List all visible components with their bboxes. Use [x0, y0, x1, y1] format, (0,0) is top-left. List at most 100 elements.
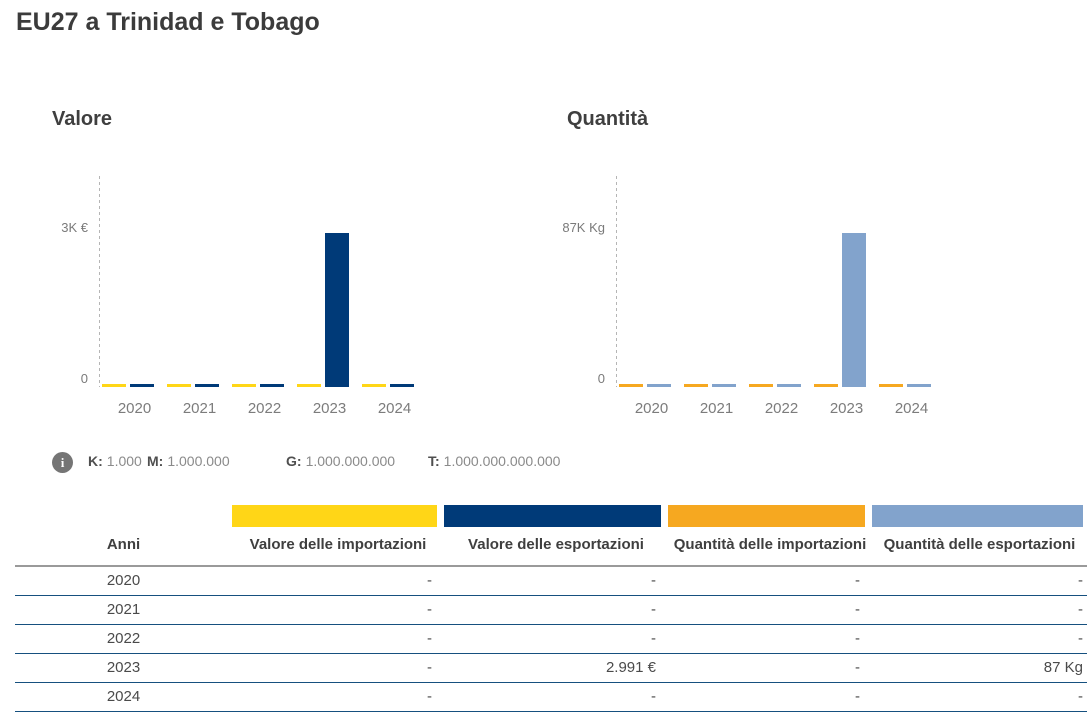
bar-2020[interactable]	[130, 384, 154, 387]
scale-legend: i K: 1.000 M: 1.000.000 G: 1.000.000.000 T:…	[0, 450, 1087, 476]
bar-2021[interactable]	[167, 384, 191, 387]
bar-2021[interactable]	[195, 384, 219, 387]
bar-group-2020	[102, 176, 167, 387]
bars-area	[619, 176, 944, 387]
x-axis-tick-label: 2021	[699, 400, 734, 417]
value-cell: -	[232, 682, 444, 712]
bar-2024[interactable]	[362, 384, 386, 387]
value-cell: -	[232, 595, 444, 625]
color-bar-cell	[444, 505, 668, 527]
bar-group-2022	[749, 176, 814, 387]
chart-title: Valore	[52, 108, 113, 130]
bar-2021[interactable]	[684, 384, 708, 387]
bar-2022[interactable]	[777, 384, 801, 387]
y-axis-zero-label: 0	[597, 371, 605, 386]
bar-2023[interactable]	[325, 233, 349, 387]
year-cell: 2021	[15, 595, 232, 625]
bar-2023[interactable]	[814, 384, 838, 387]
value-cell: -	[232, 624, 444, 654]
bar-2024[interactable]	[907, 384, 931, 387]
legend-item-m: M: 1.000.000	[147, 453, 230, 469]
data-table: Anni Valore delle importazioni Valore de…	[15, 505, 1087, 712]
year-cell: 2020	[15, 566, 232, 596]
value-cell: -	[444, 682, 668, 712]
legend-label: M:	[147, 453, 164, 469]
bar-group-2024	[362, 176, 427, 387]
x-axis-tick-label: 2022	[247, 400, 282, 417]
year-cell: 2024	[15, 682, 232, 712]
table-row-2024: 2024- - - -	[15, 682, 1087, 712]
year-cell: 2023	[15, 653, 232, 683]
quantity-chart: Quantità 87K Kg 0 2020 2021 2022 2023 2024	[517, 100, 1087, 435]
value-cell: -	[668, 682, 872, 712]
exports-value-color-bar	[444, 505, 661, 527]
table-body: 2020- - - -2021- - - -2022- - - -2023-2.991 € -87 …	[15, 566, 1087, 712]
bar-2022[interactable]	[260, 384, 284, 387]
bar-2022[interactable]	[232, 384, 256, 387]
bar-2020[interactable]	[619, 384, 643, 387]
table-row-2022: 2022- - - -	[15, 624, 1087, 654]
column-header-imports-value: Valore delle importazioni	[232, 527, 444, 567]
bar-2022[interactable]	[749, 384, 773, 387]
bar-group-2024	[879, 176, 944, 387]
bar-2024[interactable]	[879, 384, 903, 387]
x-axis-labels: 2020 2021 2022 2023 2024	[102, 400, 427, 417]
color-bar-cell	[872, 505, 1087, 527]
value-cell: -	[444, 595, 668, 625]
bar-group-2023	[297, 176, 362, 387]
exports-quantity-color-bar	[872, 505, 1083, 527]
x-axis-tick-label: 2024	[894, 400, 929, 417]
bar-group-2022	[232, 176, 297, 387]
bar-2020[interactable]	[102, 384, 126, 387]
x-axis-labels: 2020 2021 2022 2023 2024	[619, 400, 944, 417]
bar-2023[interactable]	[297, 384, 321, 387]
info-icon[interactable]: i	[52, 452, 73, 473]
imports-value-color-bar	[232, 505, 437, 527]
legend-item-g: G: 1.000.000.000	[286, 453, 395, 469]
y-axis-dashed-line	[616, 176, 617, 387]
x-axis-tick-label: 2024	[377, 400, 412, 417]
column-header-exports-value: Valore delle esportazioni	[444, 527, 668, 567]
bar-2021[interactable]	[712, 384, 736, 387]
bar-2020[interactable]	[647, 384, 671, 387]
table-row-2021: 2021- - - -	[15, 595, 1087, 625]
legend-item-k: K: 1.000	[88, 453, 142, 469]
column-header-imports-quantity: Quantità delle importazioni	[668, 527, 872, 567]
bar-group-2021	[684, 176, 749, 387]
bar-group-2021	[167, 176, 232, 387]
value-cell: -	[232, 653, 444, 683]
bars-area	[102, 176, 427, 387]
value-cell: 2.991 €	[444, 653, 668, 683]
value-cell: -	[872, 682, 1087, 712]
table-row-2020: 2020- - - -	[15, 566, 1087, 596]
x-axis-tick-label: 2020	[634, 400, 669, 417]
bar-2023[interactable]	[842, 233, 866, 387]
y-axis-max-label: 3K €	[61, 220, 88, 235]
value-cell: -	[872, 624, 1087, 654]
value-cell: -	[668, 653, 872, 683]
column-header-anni: Anni	[15, 527, 232, 567]
year-cell: 2022	[15, 624, 232, 654]
legend-label: T:	[428, 453, 440, 469]
legend-item-t: T: 1.000.000.000.000	[428, 453, 560, 469]
color-bar-cell	[668, 505, 872, 527]
value-cell: -	[232, 566, 444, 596]
x-axis-tick-label: 2023	[829, 400, 864, 417]
legend-value: 1.000.000.000	[305, 453, 396, 469]
x-axis-tick-label: 2020	[117, 400, 152, 417]
page-title: EU27 a Trinidad e Tobago	[16, 8, 320, 36]
color-bar-cell	[232, 505, 444, 527]
table-row-2023: 2023-2.991 € -87 Kg	[15, 653, 1087, 683]
x-axis-tick-label: 2022	[764, 400, 799, 417]
chart-title: Quantità	[567, 108, 649, 130]
x-axis-tick-label: 2021	[182, 400, 217, 417]
value-cell: -	[668, 566, 872, 596]
bar-2024[interactable]	[390, 384, 414, 387]
value-cell: -	[872, 595, 1087, 625]
legend-value: 1.000.000	[167, 453, 230, 469]
value-cell: -	[872, 566, 1087, 596]
value-chart: Valore 3K € 0 2020 2021 2022 2023 2024	[0, 100, 505, 435]
legend-label: K:	[88, 453, 103, 469]
value-cell: -	[668, 624, 872, 654]
color-bar-cell-empty	[15, 505, 232, 527]
